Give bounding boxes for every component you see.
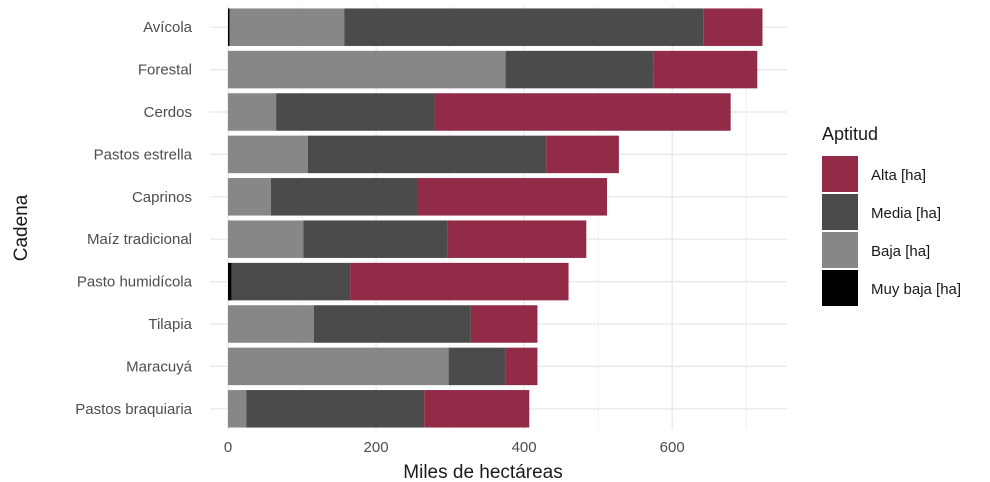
x-tick-label: 600 xyxy=(660,439,685,456)
y-axis-title: Cadena xyxy=(11,194,32,261)
bar-segment xyxy=(703,8,763,46)
y-tick-label: Cerdos xyxy=(144,104,192,121)
legend-label: Muy baja [ha] xyxy=(871,281,961,298)
bar-segment xyxy=(303,220,448,258)
y-tick-label: Pastos estrella xyxy=(94,146,193,163)
x-tick-label: 400 xyxy=(512,439,537,456)
bar-segment xyxy=(434,93,731,131)
bar-segment xyxy=(270,178,418,216)
bar-segment xyxy=(228,390,247,428)
legend-label: Media [ha] xyxy=(871,205,941,222)
bar-segment xyxy=(231,262,351,301)
bar-segment xyxy=(424,390,530,428)
y-tick-label: Tilapia xyxy=(148,316,192,333)
bar-segment xyxy=(228,8,230,46)
x-axis-tick-labels: 0 200 400 600 xyxy=(224,439,685,456)
y-tick-label: Maíz tradicional xyxy=(87,231,192,248)
bar-segment xyxy=(228,220,304,258)
bar-segment xyxy=(653,50,758,89)
bar-segment xyxy=(228,262,232,301)
bar-segment xyxy=(228,50,506,89)
legend-swatch xyxy=(822,156,858,192)
legend-label: Alta [ha] xyxy=(871,167,926,184)
bar-segment xyxy=(229,8,345,46)
y-tick-label: Caprinos xyxy=(132,189,192,206)
bar-segment xyxy=(470,305,538,343)
y-axis-tick-labels: Avícola Forestal Cerdos Pastos estrella Capr… xyxy=(75,19,192,418)
bars xyxy=(228,8,763,428)
legend-label: Baja [ha] xyxy=(871,243,930,260)
bar-segment xyxy=(417,178,608,216)
bar-segment xyxy=(246,390,425,428)
bar-segment xyxy=(505,347,538,386)
bar-segment xyxy=(228,93,277,131)
legend-swatch xyxy=(822,270,858,306)
bar-segment xyxy=(546,135,619,174)
y-tick-label: Pastos braquiaria xyxy=(75,401,192,418)
bar-segment xyxy=(313,305,471,343)
y-tick-label: Forestal xyxy=(138,62,192,79)
legend: Aptitud Alta [ha] Media [ha] Baja [ha] Muy … xyxy=(822,124,961,306)
y-tick-label: Pasto humidícola xyxy=(77,274,193,291)
bar-segment xyxy=(228,347,449,386)
legend-swatch xyxy=(822,194,858,230)
bar-segment xyxy=(307,135,547,174)
x-tick-label: 200 xyxy=(364,439,389,456)
bar-segment xyxy=(276,93,435,131)
y-tick-label: Avícola xyxy=(143,19,193,36)
legend-title: Aptitud xyxy=(822,124,878,144)
bar-segment xyxy=(344,8,704,46)
bar-segment xyxy=(228,135,308,174)
bar-segment xyxy=(228,305,314,343)
bar-segment xyxy=(447,220,587,258)
x-axis-title: Miles de hectáreas xyxy=(403,462,562,482)
bar-segment xyxy=(505,50,654,89)
bar-segment xyxy=(228,178,271,216)
bar-segment xyxy=(448,347,506,386)
y-tick-label: Maracuyá xyxy=(126,358,193,375)
legend-swatch xyxy=(822,232,858,268)
bar-segment xyxy=(350,262,569,301)
x-tick-label: 0 xyxy=(224,439,232,456)
